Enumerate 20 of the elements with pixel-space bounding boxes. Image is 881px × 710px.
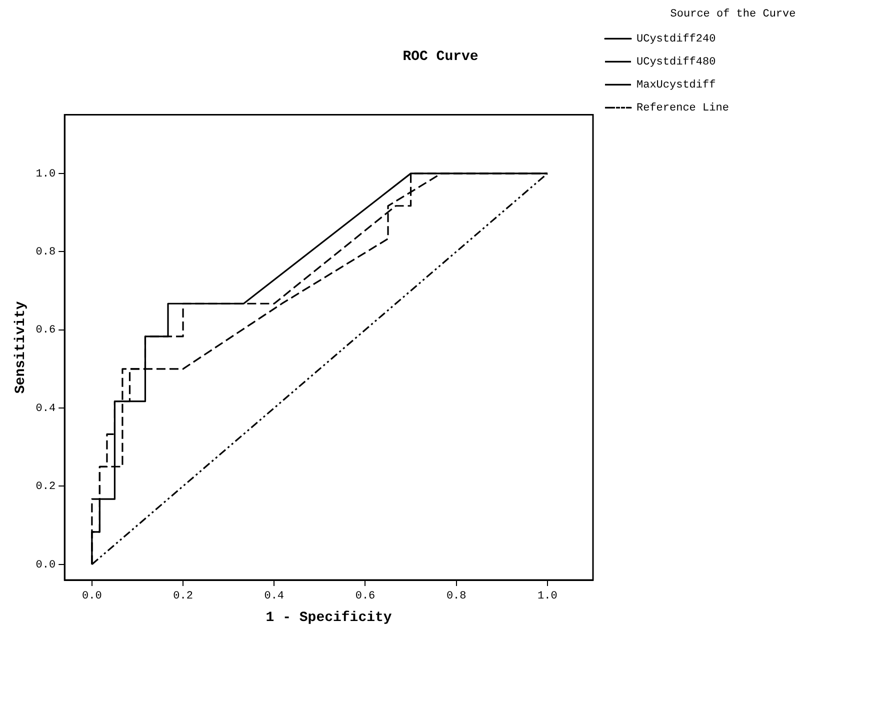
y-tick-label: 0.6 bbox=[36, 324, 56, 337]
x-axis-title: 1 - Specificity bbox=[266, 610, 392, 626]
legend-label: UCystdiff240 bbox=[636, 34, 716, 46]
legend-label: UCystdiff480 bbox=[636, 56, 716, 69]
chart-title: ROC Curve bbox=[402, 48, 478, 65]
legend-label: MaxUcystdiff bbox=[636, 80, 716, 92]
x-tick-label: 0.0 bbox=[82, 590, 102, 603]
y-axis-title: Sensitivity bbox=[12, 300, 29, 394]
x-tick-label: 0.8 bbox=[446, 590, 466, 603]
y-tick-label: 0.2 bbox=[36, 481, 56, 494]
y-tick-label: 0.4 bbox=[36, 402, 56, 415]
x-tick-label: 0.4 bbox=[264, 590, 284, 603]
x-tick-label: 1.0 bbox=[538, 590, 558, 603]
x-tick-label: 0.2 bbox=[173, 590, 193, 603]
y-tick-label: 0.0 bbox=[36, 559, 56, 572]
x-tick-label: 0.6 bbox=[355, 590, 376, 603]
y-tick-label: 1.0 bbox=[36, 168, 56, 180]
y-tick-label: 0.8 bbox=[36, 246, 56, 259]
legend-title: Source of the Curve bbox=[670, 8, 796, 20]
legend-label: Reference Line bbox=[636, 102, 729, 115]
